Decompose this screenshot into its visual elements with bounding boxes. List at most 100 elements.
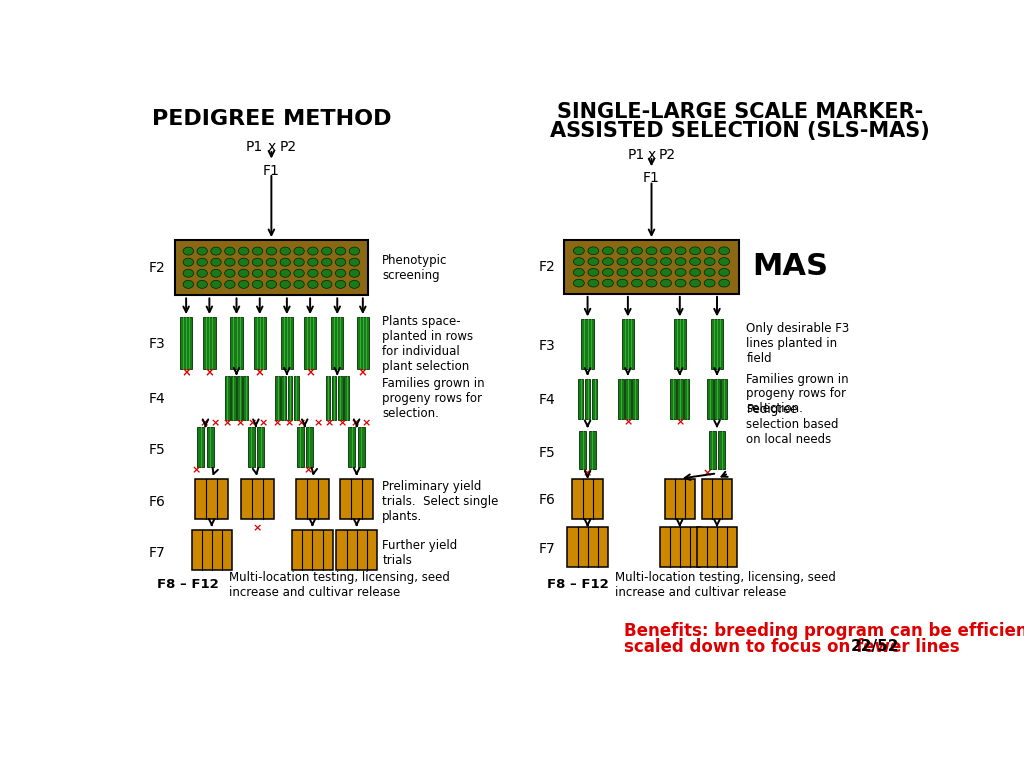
- Bar: [296, 478, 329, 518]
- Ellipse shape: [689, 247, 700, 255]
- Ellipse shape: [252, 270, 263, 277]
- Bar: [567, 527, 607, 568]
- Ellipse shape: [211, 247, 221, 255]
- Text: F4: F4: [150, 392, 166, 406]
- Bar: [326, 376, 331, 420]
- Text: Multi-location testing, licensing, seed
increase and cultivar release: Multi-location testing, licensing, seed …: [228, 571, 450, 599]
- Ellipse shape: [224, 258, 236, 266]
- Ellipse shape: [307, 247, 318, 255]
- Bar: [203, 317, 216, 369]
- Ellipse shape: [660, 280, 672, 287]
- Text: ×: ×: [297, 419, 306, 429]
- Ellipse shape: [197, 270, 208, 277]
- Text: 22/52: 22/52: [851, 639, 899, 654]
- Ellipse shape: [183, 270, 194, 277]
- Text: F4: F4: [539, 393, 556, 407]
- Ellipse shape: [632, 280, 642, 287]
- Ellipse shape: [602, 280, 613, 287]
- Ellipse shape: [294, 280, 304, 288]
- Ellipse shape: [675, 258, 686, 266]
- Text: F8 – F12: F8 – F12: [158, 578, 219, 591]
- Text: Plants space-
planted in rows
for individual
plant selection: Plants space- planted in rows for indivi…: [382, 315, 473, 373]
- Bar: [632, 379, 638, 419]
- Bar: [337, 529, 377, 570]
- Bar: [248, 427, 255, 467]
- Text: ×: ×: [624, 417, 633, 427]
- Ellipse shape: [675, 247, 686, 255]
- Ellipse shape: [660, 258, 672, 266]
- Ellipse shape: [646, 280, 657, 287]
- Bar: [174, 240, 369, 296]
- Text: MAS: MAS: [753, 253, 828, 281]
- Ellipse shape: [280, 258, 291, 266]
- Ellipse shape: [349, 258, 359, 266]
- Ellipse shape: [294, 247, 304, 255]
- Ellipse shape: [617, 269, 628, 276]
- Bar: [708, 379, 713, 419]
- Text: ×: ×: [191, 465, 201, 475]
- Ellipse shape: [617, 280, 628, 287]
- Text: x: x: [267, 140, 275, 154]
- Bar: [711, 319, 723, 369]
- Bar: [294, 376, 299, 420]
- Text: ×: ×: [236, 419, 245, 429]
- Bar: [578, 379, 584, 419]
- Text: ×: ×: [703, 468, 713, 478]
- Ellipse shape: [602, 247, 613, 255]
- Ellipse shape: [719, 247, 730, 255]
- Ellipse shape: [646, 247, 657, 255]
- Bar: [288, 376, 292, 420]
- Ellipse shape: [307, 258, 318, 266]
- Ellipse shape: [294, 258, 304, 266]
- Ellipse shape: [646, 269, 657, 276]
- Bar: [238, 376, 242, 420]
- Bar: [297, 427, 303, 467]
- Bar: [718, 431, 725, 469]
- Text: F2: F2: [150, 260, 166, 275]
- Text: scaled down to focus on fewer lines: scaled down to focus on fewer lines: [624, 637, 959, 656]
- Text: SINGLE-LARGE SCALE MARKER-: SINGLE-LARGE SCALE MARKER-: [557, 102, 924, 122]
- Ellipse shape: [322, 270, 332, 277]
- Ellipse shape: [322, 247, 332, 255]
- Bar: [701, 478, 732, 518]
- Ellipse shape: [588, 258, 599, 266]
- Ellipse shape: [224, 270, 236, 277]
- Text: ×: ×: [272, 419, 282, 429]
- Ellipse shape: [689, 280, 700, 287]
- Text: P1: P1: [628, 147, 645, 161]
- Bar: [674, 319, 686, 369]
- Ellipse shape: [588, 269, 599, 276]
- Bar: [257, 427, 264, 467]
- Ellipse shape: [239, 258, 249, 266]
- Text: F6: F6: [150, 495, 166, 509]
- Text: ×: ×: [200, 419, 209, 429]
- Text: ×: ×: [255, 366, 264, 379]
- Text: ×: ×: [350, 419, 359, 429]
- Bar: [715, 379, 720, 419]
- Text: ×: ×: [253, 523, 262, 533]
- Ellipse shape: [705, 269, 715, 276]
- Text: Benefits: breeding program can be efficiently: Benefits: breeding program can be effici…: [624, 622, 1024, 641]
- Ellipse shape: [197, 247, 208, 255]
- Text: F5: F5: [150, 443, 166, 457]
- Text: F6: F6: [539, 493, 556, 507]
- Bar: [348, 427, 355, 467]
- Ellipse shape: [252, 280, 263, 288]
- Text: F3: F3: [539, 339, 556, 353]
- Ellipse shape: [705, 280, 715, 287]
- Ellipse shape: [336, 258, 346, 266]
- Ellipse shape: [239, 270, 249, 277]
- Ellipse shape: [675, 269, 686, 276]
- Text: ×: ×: [675, 417, 684, 427]
- Text: x: x: [647, 147, 655, 161]
- Bar: [572, 478, 603, 518]
- Bar: [241, 478, 273, 518]
- Bar: [292, 529, 333, 570]
- Text: ×: ×: [285, 419, 294, 429]
- Ellipse shape: [573, 258, 585, 266]
- Text: ×: ×: [313, 419, 323, 429]
- Ellipse shape: [602, 269, 613, 276]
- Bar: [622, 319, 634, 369]
- Text: Families grown in
progeny rows for
selection.: Families grown in progeny rows for selec…: [746, 372, 849, 415]
- Ellipse shape: [239, 247, 249, 255]
